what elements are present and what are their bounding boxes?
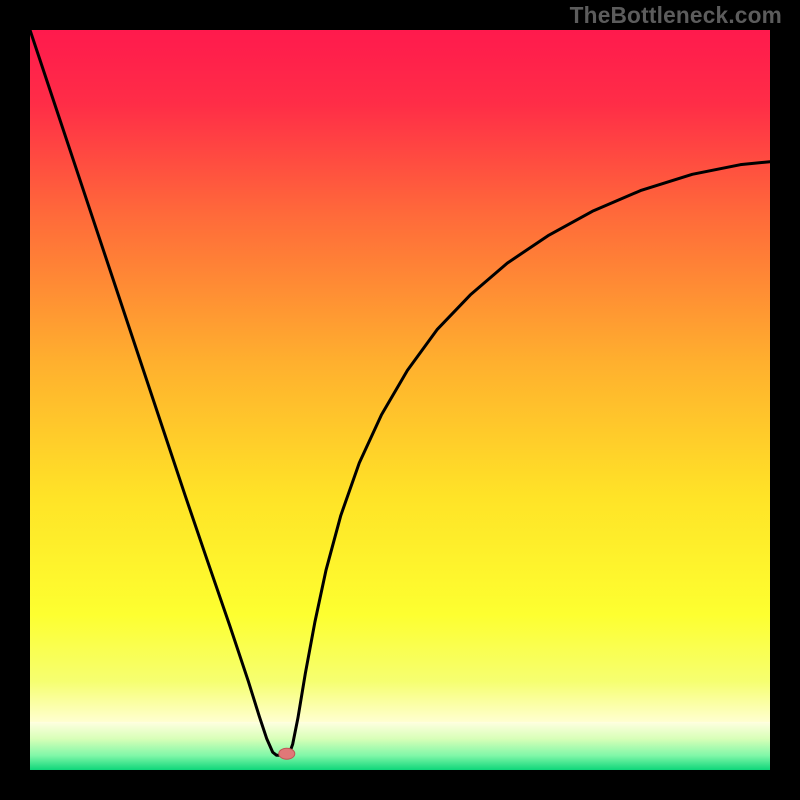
plot-area xyxy=(30,30,770,770)
gradient-background xyxy=(30,30,770,770)
chart-svg xyxy=(30,30,770,770)
green-band xyxy=(30,722,770,770)
optimum-marker xyxy=(279,748,295,759)
chart-frame: TheBottleneck.com xyxy=(0,0,800,800)
watermark-text: TheBottleneck.com xyxy=(570,2,782,29)
